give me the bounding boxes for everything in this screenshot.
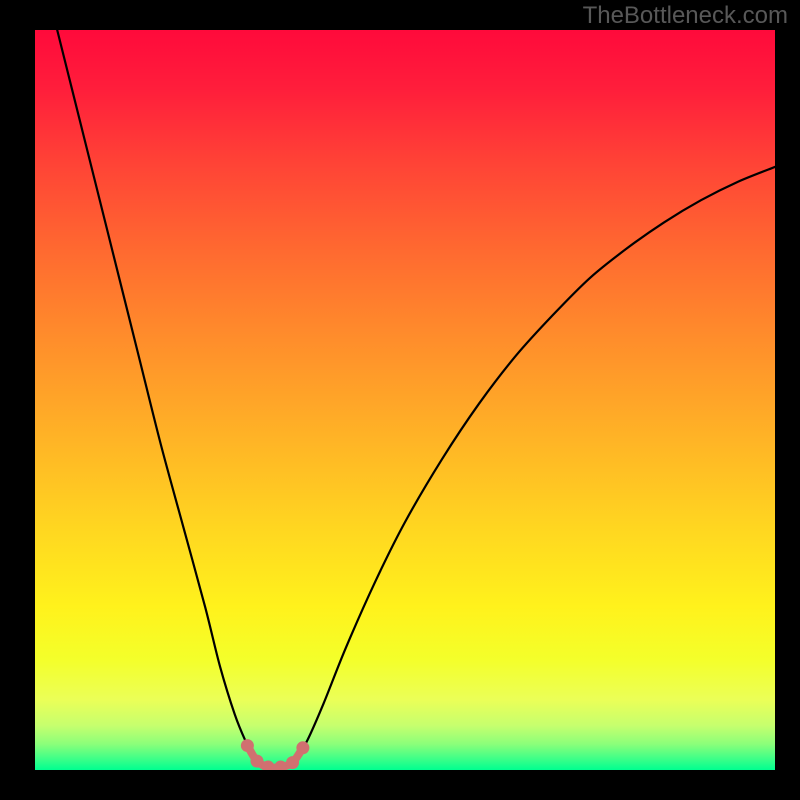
gradient-background — [35, 30, 775, 770]
chart-container: TheBottleneck.com — [0, 0, 800, 800]
plot-area — [35, 30, 775, 770]
watermark-text: TheBottleneck.com — [583, 2, 788, 30]
marker-dot — [296, 741, 309, 754]
plot-svg — [35, 30, 775, 770]
marker-dot — [251, 755, 264, 768]
marker-dot — [286, 756, 299, 769]
marker-dot — [241, 739, 254, 752]
